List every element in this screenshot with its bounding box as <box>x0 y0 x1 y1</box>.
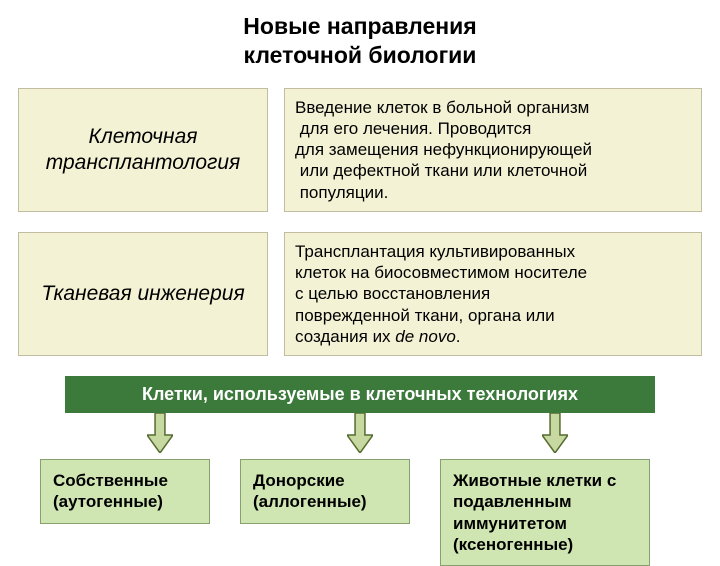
arrow-3 <box>542 413 568 453</box>
banner-cell-tech: Клетки, используемые в клеточных техноло… <box>65 376 655 413</box>
arrow-row <box>65 413 655 459</box>
row-1: Клеточная трансплантология Введение клет… <box>18 88 702 212</box>
term-box-tissue-eng: Тканевая инженерия <box>18 232 268 356</box>
arrow-1 <box>147 413 173 453</box>
title-line-1: Новые направления <box>243 13 476 39</box>
row-2: Тканевая инженерия Трансплантация культи… <box>18 232 702 356</box>
term-text-2: Тканевая инженерия <box>41 281 244 306</box>
page-title: Новые направления клеточной биологии <box>18 12 702 70</box>
title-line-2: клеточной биологии <box>244 42 477 68</box>
term-box-transplantology: Клеточная трансплантология <box>18 88 268 212</box>
cat-label-3: Животные клетки с подавленным иммунитето… <box>453 471 616 554</box>
cat-label-1: Собственные (аутогенные) <box>53 471 168 511</box>
category-autogenic: Собственные (аутогенные) <box>40 459 210 524</box>
arrow-2 <box>347 413 373 453</box>
def-box-transplantology: Введение клеток в больной организм для е… <box>284 88 702 212</box>
cat-label-2: Донорские (аллогенные) <box>253 471 367 511</box>
category-allogenic: Донорские (аллогенные) <box>240 459 410 524</box>
term-text-1: Клеточная трансплантология <box>23 124 263 174</box>
categories-row: Собственные (аутогенные) Донорские (алло… <box>40 459 680 566</box>
category-xenogenic: Животные клетки с подавленным иммунитето… <box>440 459 650 566</box>
def-box-tissue-eng: Трансплантация культивированныхклеток на… <box>284 232 702 356</box>
banner-text: Клетки, используемые в клеточных техноло… <box>142 384 578 404</box>
